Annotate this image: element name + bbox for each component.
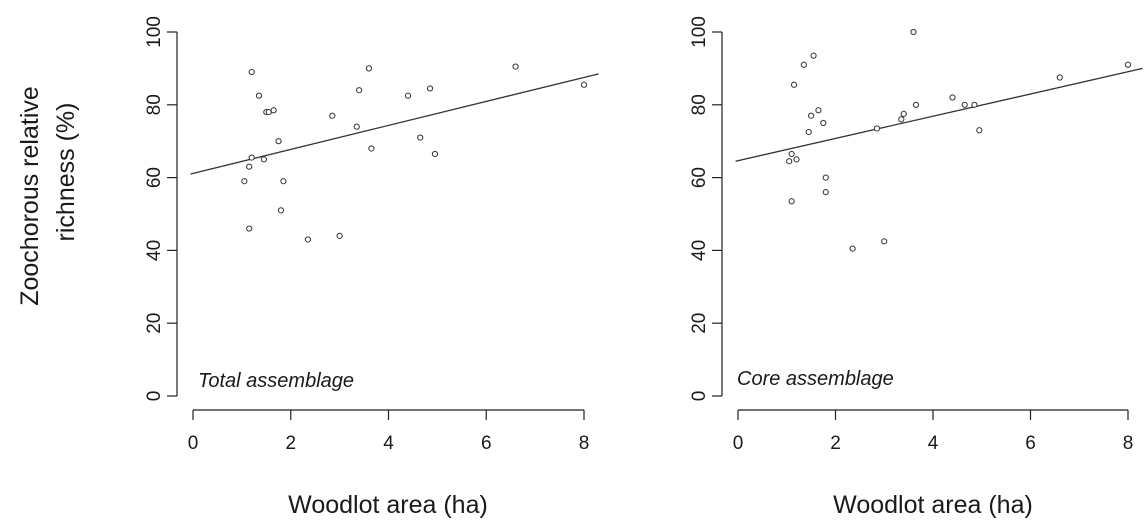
data-point (280, 178, 287, 185)
y-tick-label: 80 (144, 94, 165, 115)
panel-annotation: Core assemblage (737, 368, 894, 390)
data-point (1056, 74, 1063, 81)
panel-total-assemblage: 0 20 40 60 80 100 0 2 4 6 8 Total assemblage Woodlot… (16, 16, 599, 519)
data-point (260, 156, 267, 163)
data-point (808, 112, 815, 119)
data-point (417, 134, 424, 141)
y-tick-label: 80 (689, 94, 710, 115)
data-point (786, 158, 793, 165)
data-point (580, 81, 588, 88)
data-point (353, 123, 360, 130)
data-point (788, 150, 795, 158)
panel-annotation: Total assemblage (198, 370, 354, 392)
y-tick-label: 60 (689, 167, 710, 188)
x-tick-label: 6 (1025, 433, 1036, 454)
y-axis-title-line-1: Zoochorous relative (16, 86, 44, 306)
data-point (873, 125, 881, 132)
x-tick-label: 4 (928, 433, 939, 454)
data-point (961, 101, 968, 108)
data-point (971, 101, 978, 108)
data-point (404, 92, 412, 99)
data-point (275, 138, 282, 145)
data-point (900, 110, 907, 118)
data-point (815, 107, 822, 114)
x-axis-title: Woodlot area (ha) (833, 491, 1033, 519)
x-tick-label: 8 (1123, 433, 1134, 454)
y-tick-label: 40 (689, 240, 710, 261)
x-tick-label: 8 (579, 433, 590, 454)
x-axis-title: Woodlot area (ha) (288, 491, 488, 519)
panel-core-assemblage: 0 20 40 60 80 100 0 2 4 6 8 Core assemblage Woodlot … (689, 16, 1143, 519)
data-point (246, 163, 253, 170)
y-tick-label: 60 (144, 167, 165, 188)
data-point (810, 52, 817, 59)
data-point (800, 61, 807, 68)
data-point (822, 174, 829, 181)
data-point (365, 65, 373, 72)
data-point (368, 145, 375, 152)
data-point (912, 101, 920, 108)
x-tick-label: 4 (383, 433, 394, 454)
y-tick-label: 0 (689, 391, 710, 402)
data-point (793, 156, 800, 163)
data-point (329, 112, 336, 119)
data-point (898, 116, 905, 123)
data-point (788, 198, 795, 205)
data-point (820, 119, 827, 127)
y-tick-label: 100 (144, 16, 165, 48)
y-tick-label: 20 (144, 313, 165, 334)
data-point (512, 63, 519, 70)
data-point (822, 189, 829, 196)
data-point (248, 154, 255, 161)
x-tick-label: 2 (285, 433, 296, 454)
data-point (304, 236, 311, 243)
x-tick-label: 6 (481, 433, 492, 454)
data-point (949, 94, 956, 101)
data-point (356, 87, 363, 94)
data-point (426, 85, 434, 92)
data-point (241, 178, 248, 185)
data-point (1124, 61, 1132, 68)
x-tick-label: 2 (830, 433, 841, 454)
y-tick-label: 0 (144, 391, 165, 402)
regression-line (735, 67, 1143, 162)
x-tick-label: 0 (188, 433, 199, 454)
data-point (270, 107, 277, 114)
y-axis-title-line-2: richness (%) (52, 103, 80, 242)
y-tick-label: 20 (689, 313, 710, 334)
data-point (805, 129, 812, 136)
y-tick-label: 40 (144, 240, 165, 261)
data-point (248, 68, 255, 76)
data-point (336, 232, 343, 239)
regression-line (190, 73, 599, 175)
data-point (246, 225, 253, 232)
data-point (910, 28, 917, 36)
y-tick-label: 100 (689, 16, 710, 48)
data-point (976, 127, 983, 134)
data-point (849, 245, 856, 252)
x-tick-label: 0 (733, 433, 744, 454)
data-point (431, 150, 439, 158)
data-point (881, 238, 888, 245)
data-point (790, 81, 798, 88)
data-point (255, 92, 263, 99)
data-point (277, 207, 285, 214)
